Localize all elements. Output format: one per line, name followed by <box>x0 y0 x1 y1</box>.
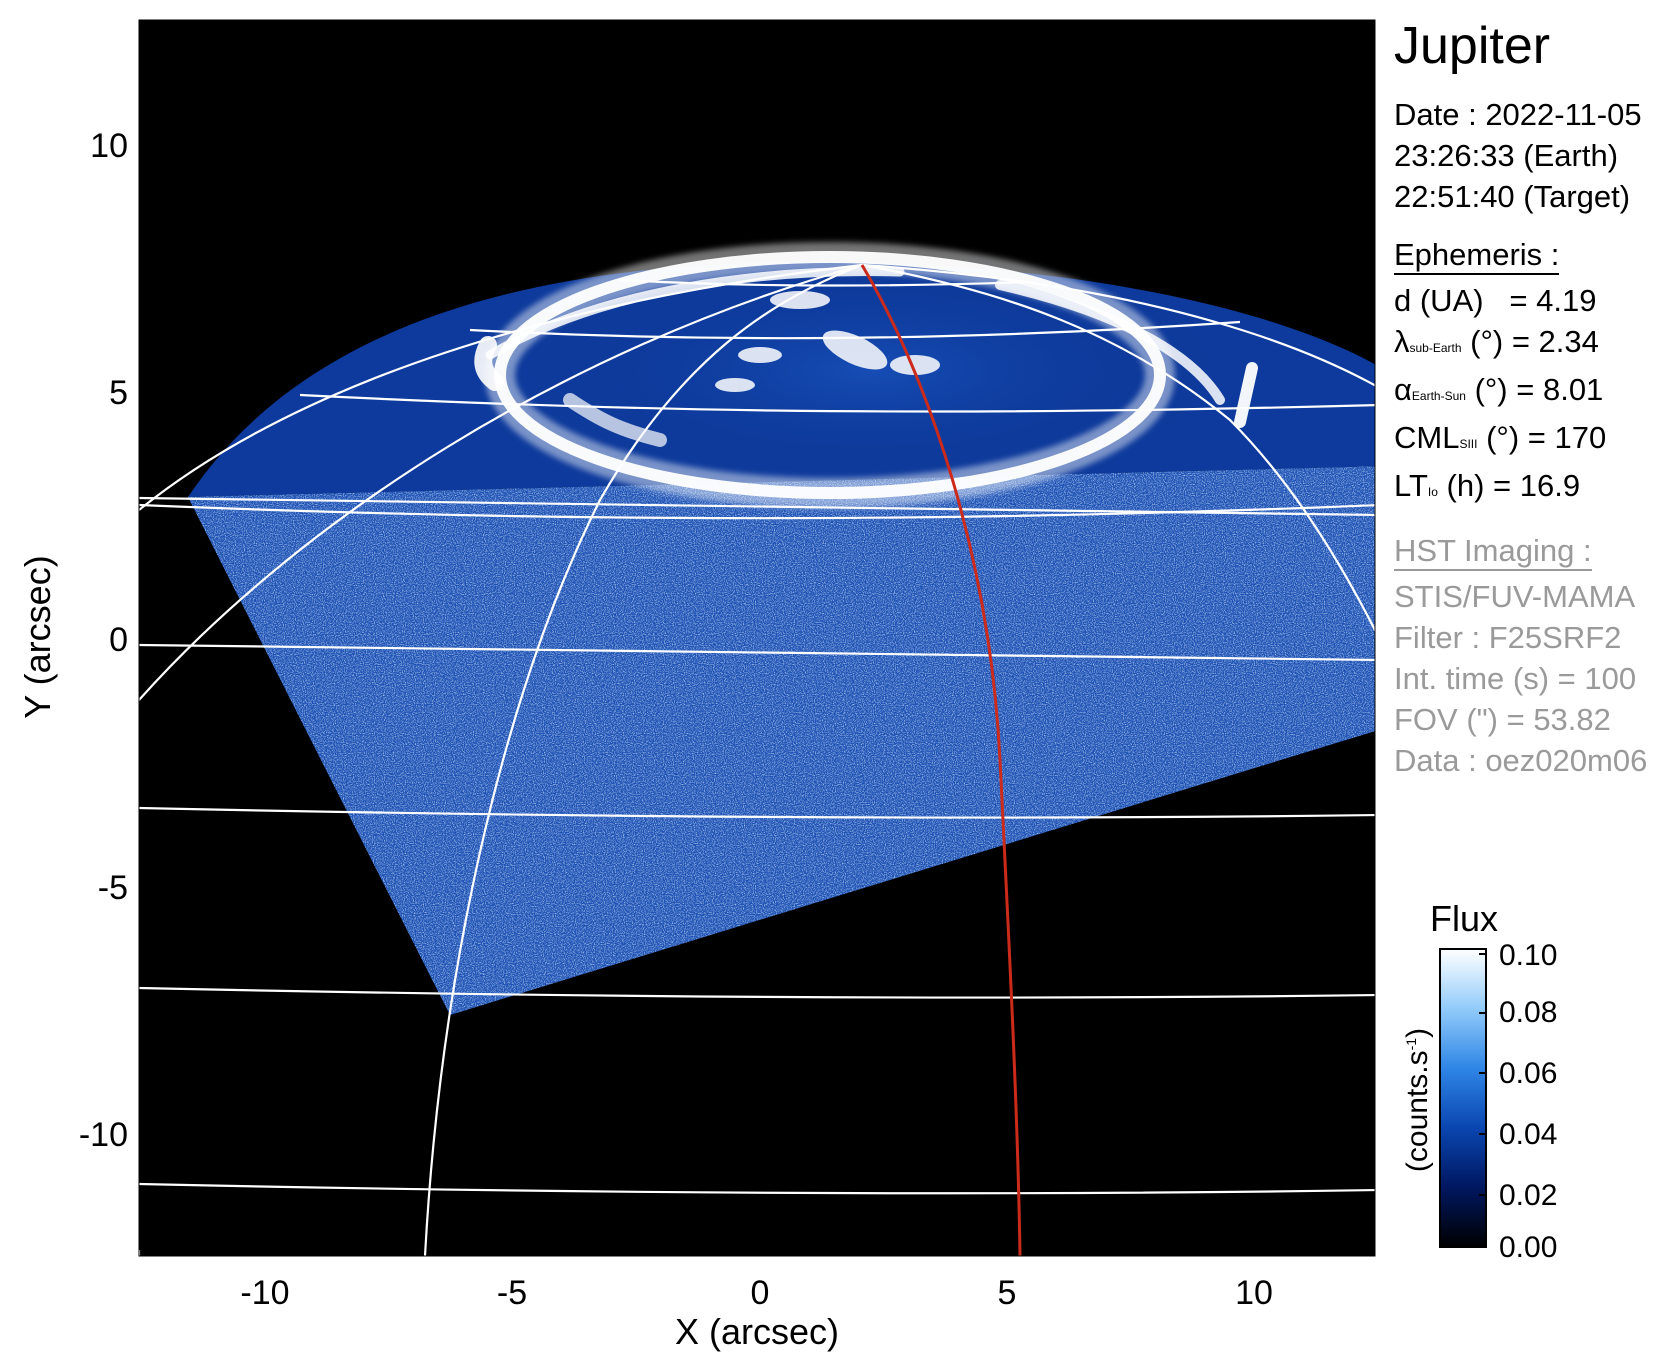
field-of-view: FOV (") = 53.82 <box>1394 702 1611 737</box>
cml-unit: (°) <box>1486 420 1520 455</box>
y-tick-label: -5 <box>98 869 128 907</box>
y-axis-label: Y (arcsec) <box>17 555 58 718</box>
data-id: Data : oez020m06 <box>1394 743 1648 778</box>
date-line: Date : 2022-11-05 <box>1394 97 1642 132</box>
phase-value: = 8.01 <box>1516 372 1604 407</box>
hst-header: HST Imaging : <box>1394 533 1592 571</box>
lt-symbol: LT <box>1394 468 1428 503</box>
lambda-symbol: λ <box>1394 324 1410 359</box>
polar-cap-glow <box>510 250 1230 490</box>
lt-value: = 16.9 <box>1493 468 1581 503</box>
colorbar-ticks <box>1479 953 1486 1246</box>
x-axis-label: X (arcsec) <box>675 1311 839 1352</box>
reference-meridian <box>860 264 1022 1256</box>
sub-earth-value: = 2.34 <box>1511 324 1599 359</box>
longitude-grid <box>139 263 1375 1256</box>
ephemeris-header: Ephemeris : <box>1394 237 1560 275</box>
colorbar-unit-sup: -1 <box>1403 1037 1419 1051</box>
colorbar-unit: (counts.s-1) <box>1401 1028 1435 1172</box>
polar-emissions <box>715 291 940 392</box>
x-tick-label: 5 <box>998 1274 1017 1312</box>
local-time-row: LTIo (h) = 16.9 <box>1394 465 1674 513</box>
colorbar-tick-label: 0.02 <box>1499 1179 1558 1212</box>
y-axis: 10 5 0 -5 -10 Y (arcsec) <box>17 127 128 1154</box>
colorbar-unit-base: (counts.s <box>1401 1050 1434 1173</box>
target-time: 22:51:40 (Target) <box>1394 179 1631 214</box>
filter: Filter : F25SRF2 <box>1394 620 1622 655</box>
lt-unit: (h) <box>1446 468 1485 503</box>
x-tick-label: 10 <box>1235 1274 1273 1312</box>
colorbar-tick-label: 0.06 <box>1499 1057 1558 1090</box>
x-tick-label: -5 <box>497 1274 527 1312</box>
y-tick-label: 10 <box>90 127 128 165</box>
cml-value: = 170 <box>1527 420 1607 455</box>
distance-row: d (UA) = 4.19 <box>1394 280 1674 321</box>
colorbar-tick-label: 0.10 <box>1499 939 1558 972</box>
info-panel: Jupiter Date : 2022-11-05 23:26:33 (Eart… <box>1394 14 1674 781</box>
colorbar-unit-close: ) <box>1401 1027 1434 1038</box>
io-subscript: Io <box>1427 485 1438 499</box>
plot-frame <box>138 19 1376 1257</box>
x-tick-label: -10 <box>240 1274 289 1312</box>
earth-time: 23:26:33 (Earth) <box>1394 138 1619 173</box>
planet-title: Jupiter <box>1394 17 1551 75</box>
y-tick-label: -10 <box>79 1116 128 1154</box>
instrument: STIS/FUV-MAMA <box>1394 579 1636 614</box>
distance-label: d (UA) <box>1394 283 1484 318</box>
cml-symbol: CML <box>1394 420 1460 455</box>
sub-earth-unit: (°) <box>1470 324 1504 359</box>
colorbar-tick-label: 0.00 <box>1499 1231 1558 1264</box>
distance-value: = 4.19 <box>1509 283 1597 318</box>
phase-unit: (°) <box>1474 372 1508 407</box>
y-tick-label: 5 <box>109 374 128 412</box>
x-tick-label: 0 <box>751 1274 770 1312</box>
colorbar-tick-label: 0.08 <box>1499 996 1558 1029</box>
x-axis: -10 -5 0 5 10 X (arcsec) <box>240 1274 1272 1352</box>
cml-row: CMLSIII (°) = 170 <box>1394 417 1674 465</box>
colorbar <box>1439 948 1487 1248</box>
integration-time: Int. time (s) = 100 <box>1394 661 1637 696</box>
sub-earth-lat-row: λsub-Earth (°) = 2.34 <box>1394 321 1674 369</box>
alpha-symbol: α <box>1394 372 1412 407</box>
earth-sun-subscript: Earth-Sun <box>1411 389 1466 403</box>
y-tick-label: 0 <box>109 621 128 659</box>
phase-angle-row: αEarth-Sun (°) = 8.01 <box>1394 369 1674 417</box>
colorbar-tick-label: 0.04 <box>1499 1118 1558 1151</box>
sub-earth-subscript: sub-Earth <box>1409 341 1462 355</box>
siii-subscript: SIII <box>1459 437 1478 451</box>
colorbar-title: Flux <box>1430 898 1499 939</box>
